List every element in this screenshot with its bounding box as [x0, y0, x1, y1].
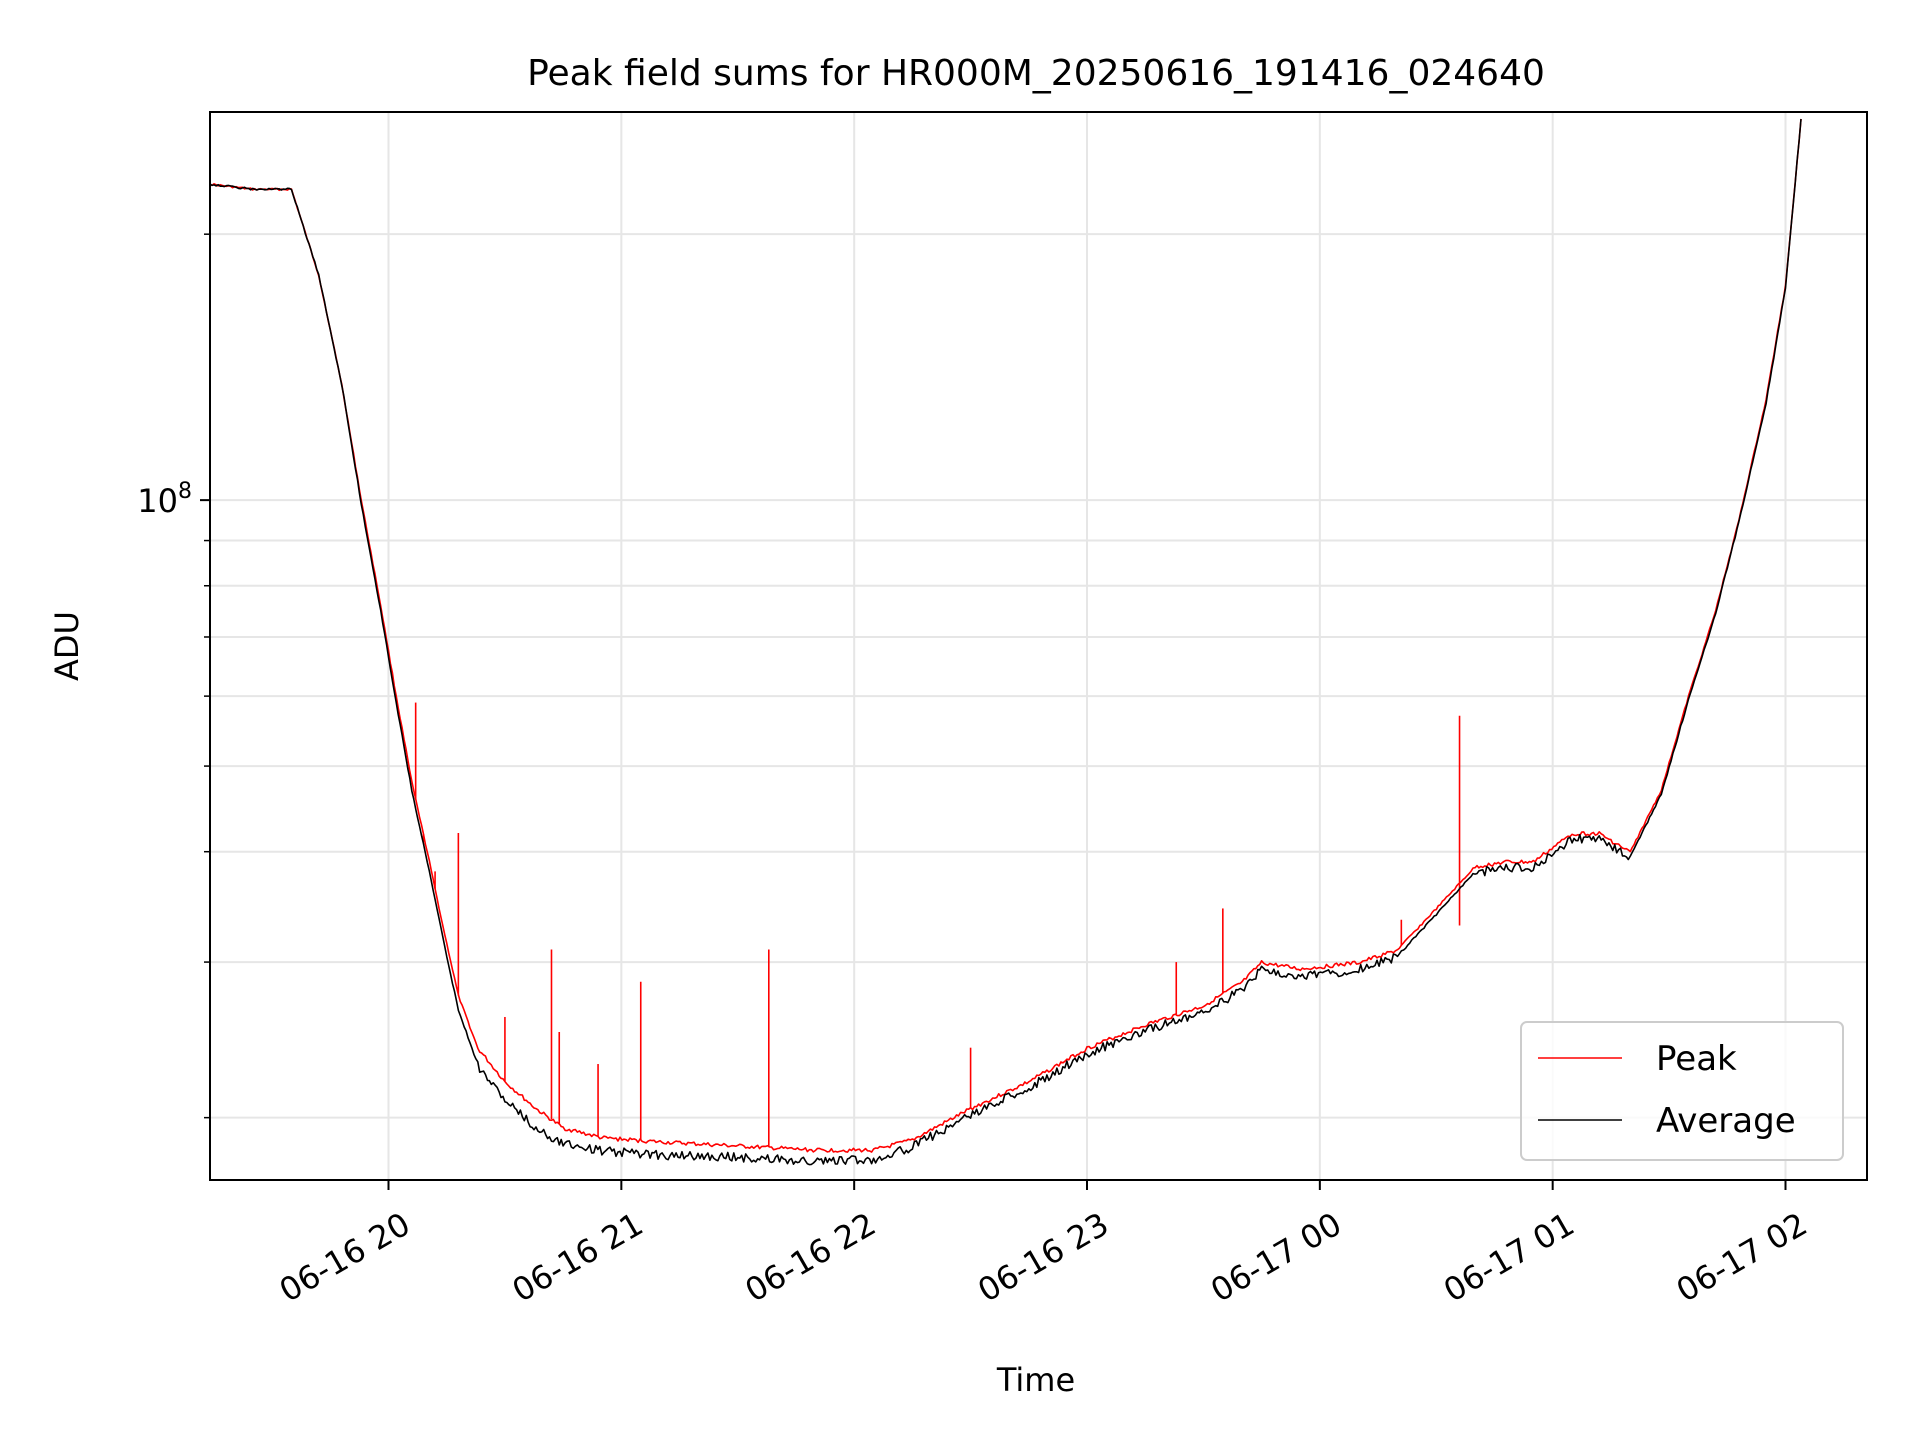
- y-tick-label: 108: [137, 479, 192, 520]
- series-line-average: [209, 118, 1802, 1166]
- y-axis-ticks: 108: [137, 233, 210, 1119]
- plot-lines: [209, 118, 1802, 1166]
- legend-label-peak: Peak: [1656, 1039, 1737, 1079]
- legend-label-average: Average: [1656, 1101, 1796, 1141]
- y-axis-label: ADU: [48, 611, 86, 681]
- grid: [210, 112, 1867, 1180]
- chart-title: Peak field sums for HR000M_20250616_1914…: [527, 53, 1545, 94]
- legend-box: [1520, 1021, 1844, 1161]
- plot-area-frame: [209, 111, 1868, 1181]
- legend: Peak Average: [1520, 1021, 1844, 1161]
- x-axis-label: Time: [996, 1361, 1075, 1399]
